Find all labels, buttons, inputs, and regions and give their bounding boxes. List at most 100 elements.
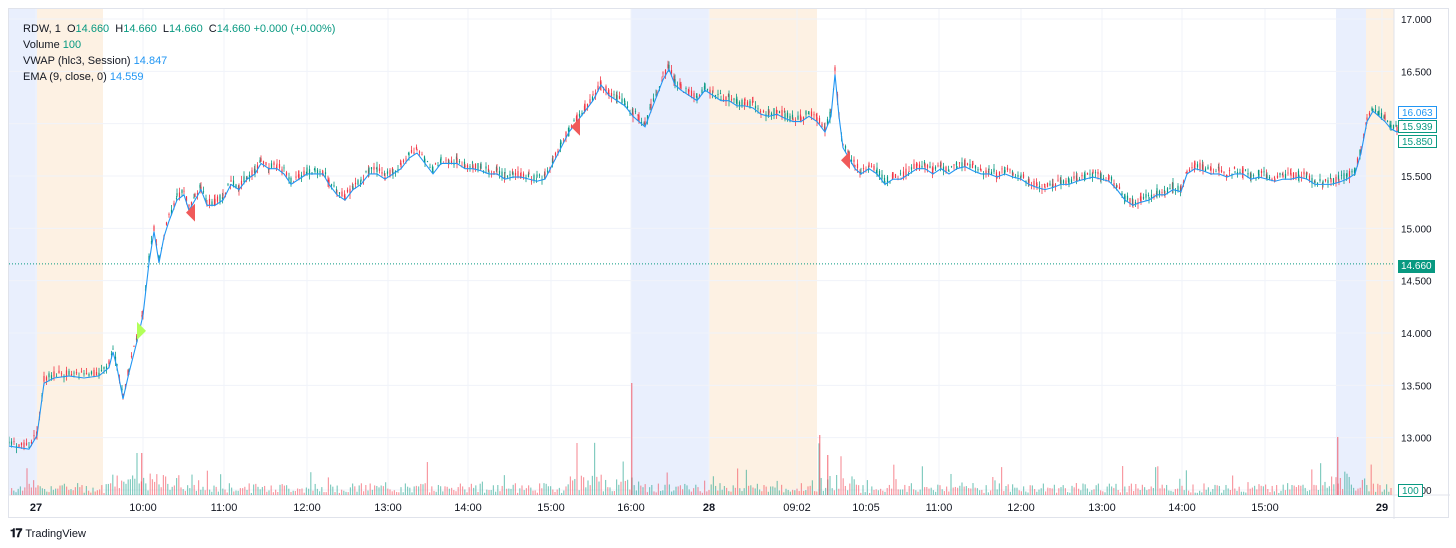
- candle-body: [865, 169, 867, 171]
- volume-bar: [1243, 491, 1245, 495]
- candle-body: [1239, 171, 1241, 173]
- volume-bar: [195, 490, 197, 495]
- volume-bar: [1342, 488, 1344, 495]
- volume-bar: [600, 474, 602, 495]
- volume-bar: [200, 489, 202, 495]
- candle-body: [448, 162, 450, 164]
- volume-bar: [992, 477, 994, 495]
- candle-body: [1194, 162, 1196, 165]
- legend-vwap-row[interactable]: VWAP (hlc3, Session) 14.847: [23, 53, 335, 69]
- candle-body: [175, 198, 178, 199]
- volume-bar: [341, 489, 343, 495]
- volume-bar: [382, 486, 384, 495]
- volume-bar: [534, 490, 536, 495]
- candle-body: [466, 164, 469, 168]
- volume-bar: [728, 491, 730, 495]
- candle-body: [262, 161, 265, 164]
- price-chart[interactable]: 17.00016.50016.00015.50015.00014.50014.0…: [9, 9, 1450, 519]
- candle-body: [1368, 112, 1371, 116]
- symbol-label[interactable]: RDW, 1: [23, 23, 61, 35]
- volume-indicator-label[interactable]: Volume: [23, 39, 60, 51]
- time-tick-label: 14:00: [454, 502, 482, 514]
- volume-bar: [486, 489, 488, 495]
- volume-bar: [578, 490, 580, 495]
- time-tick-label: 13:00: [1088, 502, 1116, 514]
- ema-indicator-label[interactable]: EMA (9, close, 0): [23, 71, 107, 83]
- volume-bar: [952, 487, 954, 495]
- candle-body: [1329, 177, 1332, 179]
- volume-bar: [206, 470, 208, 495]
- candle-body: [679, 82, 681, 86]
- candle-body: [70, 374, 73, 376]
- candle-body: [552, 156, 554, 158]
- volume-bar: [138, 483, 140, 495]
- candle-body: [854, 165, 856, 167]
- candle-body: [802, 116, 805, 120]
- volume-bar: [550, 486, 552, 495]
- candle-body: [328, 179, 330, 184]
- time-tick-label: 15:00: [537, 502, 565, 514]
- candle-body: [536, 174, 538, 178]
- volume-bar: [286, 485, 288, 495]
- candle-body: [915, 164, 918, 170]
- candle-body: [1121, 192, 1123, 196]
- volume-bar: [228, 483, 230, 495]
- volume-bar: [74, 487, 76, 495]
- volume-bar: [525, 488, 527, 495]
- candle-body: [719, 93, 722, 94]
- volume-bar: [1236, 490, 1238, 495]
- candle-body: [958, 162, 961, 164]
- volume-bar: [231, 487, 233, 495]
- candle-body: [646, 115, 649, 121]
- volume-bar: [809, 485, 811, 495]
- volume-bar: [66, 486, 68, 495]
- candle-body: [1094, 172, 1097, 174]
- candle-body: [1396, 127, 1398, 131]
- brand-name[interactable]: TradingView: [25, 527, 86, 540]
- legend-ohlc-row[interactable]: RDW, 1 O14.660 H14.660 L14.660 C14.660 +…: [23, 21, 335, 37]
- volume-bar: [851, 476, 853, 495]
- volume-bar: [13, 490, 15, 495]
- volume-bar: [880, 488, 882, 495]
- volume-bar: [803, 490, 805, 495]
- volume-bar: [668, 484, 670, 495]
- candle-body: [487, 168, 490, 172]
- candle-body: [498, 170, 501, 175]
- candle-body: [1131, 198, 1134, 206]
- volume-bar: [473, 487, 475, 495]
- volume-bar: [591, 475, 593, 495]
- candle-body: [283, 167, 285, 169]
- candle-body: [254, 169, 256, 173]
- volume-bar: [1388, 491, 1390, 495]
- high-value: 14.660: [123, 23, 157, 35]
- last-price-tag: 14.660: [1398, 260, 1435, 273]
- candle-body: [1065, 180, 1067, 184]
- vwap-indicator-label[interactable]: VWAP (hlc3, Session): [23, 55, 131, 67]
- tradingview-logo-icon[interactable]: 𝟏𝟕: [10, 526, 22, 540]
- candle-body: [300, 175, 303, 179]
- candle-body: [1346, 173, 1348, 177]
- legend-volume-row[interactable]: Volume 100: [23, 37, 335, 53]
- candle-body: [1300, 176, 1303, 178]
- volume-bar: [1256, 489, 1258, 495]
- volume-bar: [789, 491, 791, 495]
- volume-bar: [1289, 489, 1291, 495]
- candle-body: [818, 118, 821, 124]
- candle-body: [1009, 169, 1011, 171]
- candle-body: [1054, 184, 1057, 187]
- volume-bar: [1113, 487, 1115, 495]
- legend-ema-row[interactable]: EMA (9, close, 0) 14.559: [23, 69, 335, 85]
- volume-bar: [492, 485, 494, 495]
- volume-bar: [677, 486, 679, 495]
- footer[interactable]: 𝟏𝟕 TradingView: [10, 526, 86, 541]
- volume-bar: [994, 480, 996, 495]
- candle-body: [333, 185, 335, 187]
- candle-body: [453, 163, 455, 165]
- volume-bar: [1267, 488, 1269, 495]
- volume-bar: [123, 481, 125, 495]
- price-tick-label: 15.000: [1401, 224, 1432, 235]
- candle-body: [378, 168, 381, 171]
- candle-body: [794, 119, 797, 121]
- chart-frame[interactable]: 17.00016.50016.00015.50015.00014.50014.0…: [8, 8, 1450, 519]
- candle-body: [1383, 116, 1385, 118]
